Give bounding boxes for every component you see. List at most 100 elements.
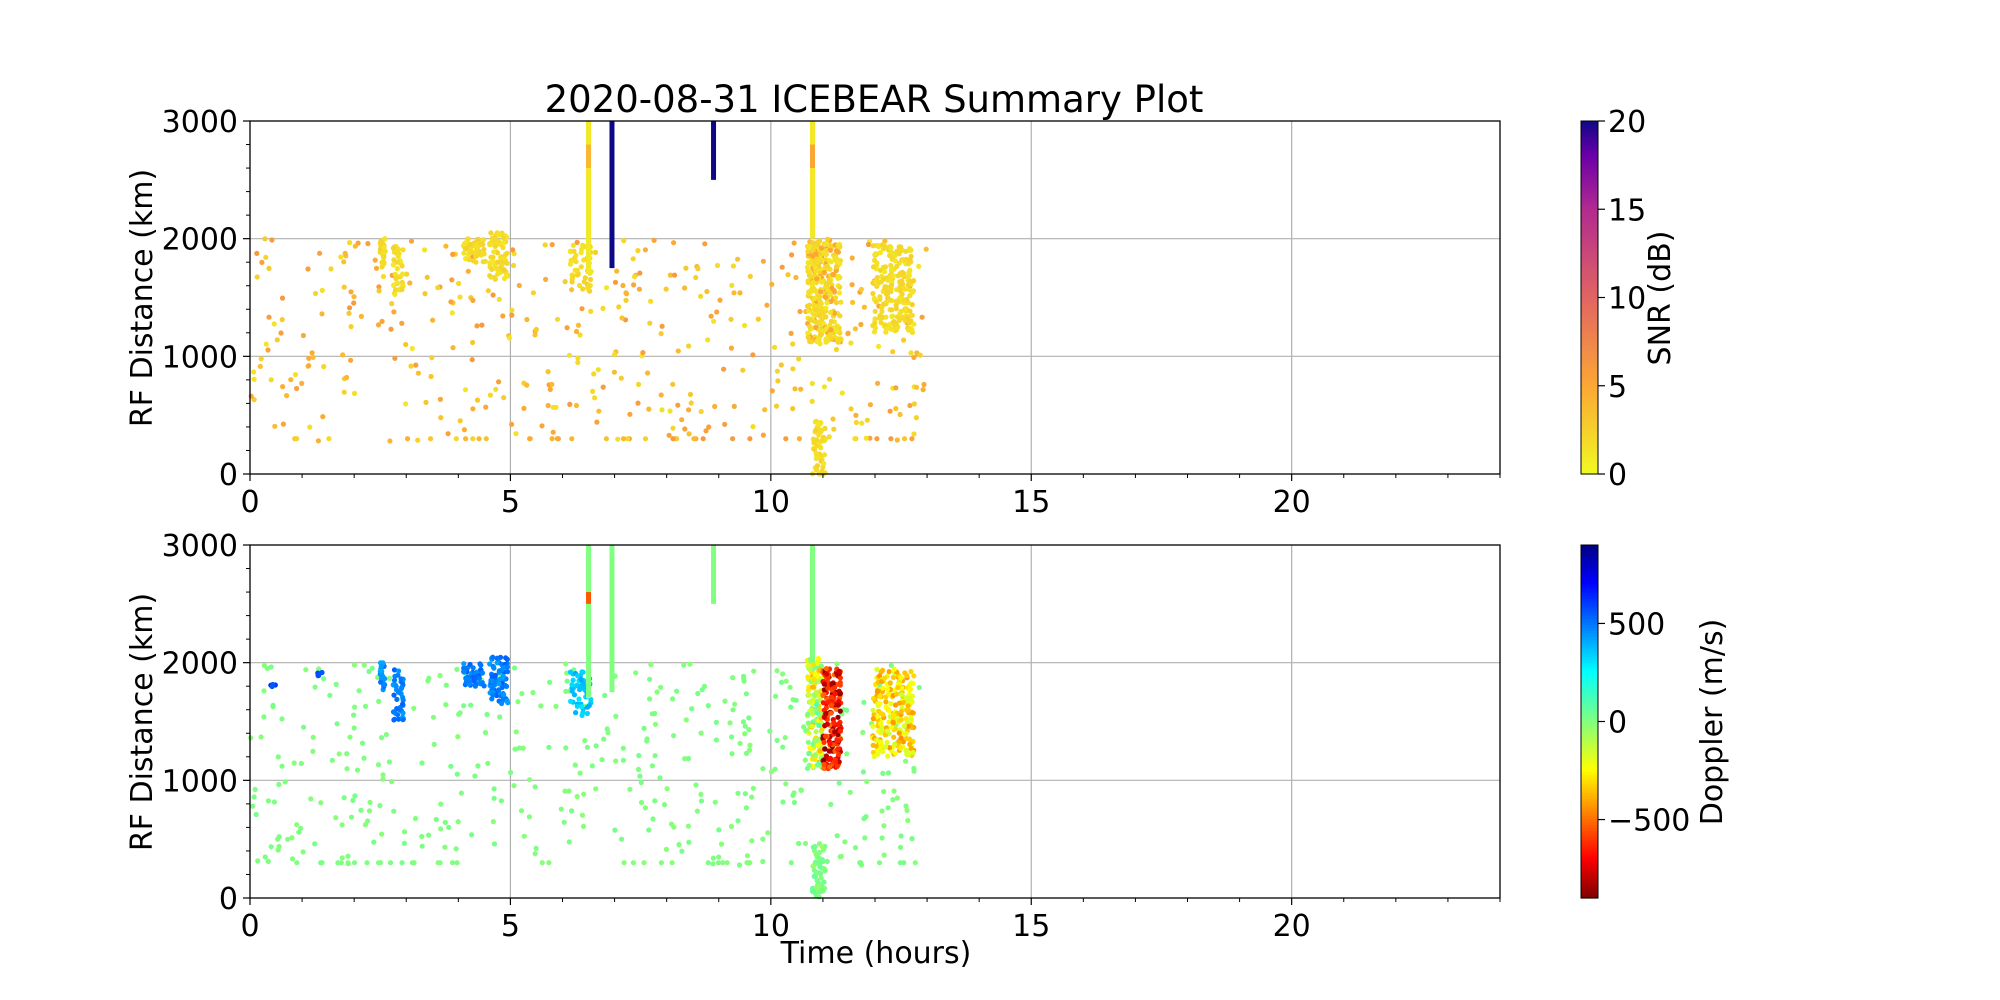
data-point	[908, 318, 914, 324]
data-point	[636, 286, 643, 292]
colorbar-segment	[1581, 371, 1598, 375]
data-point	[907, 402, 913, 409]
data-point	[530, 290, 537, 296]
data-point	[877, 693, 883, 700]
data-point	[510, 262, 517, 269]
data-point	[769, 388, 775, 394]
data-point	[834, 323, 840, 329]
data-point	[481, 246, 487, 252]
data-point	[789, 252, 795, 258]
colorbar-segment	[1581, 762, 1598, 767]
data-point	[772, 766, 778, 772]
data-point	[870, 749, 877, 756]
data-point	[701, 683, 708, 690]
data-point	[884, 326, 890, 332]
colorbar-segment	[1581, 191, 1598, 196]
colorbar-tick-label: 500	[1608, 607, 1665, 642]
data-point	[847, 789, 853, 795]
data-point	[837, 313, 843, 319]
colorbar-segment	[1581, 580, 1598, 584]
colorbar-tick-label: 0	[1608, 706, 1627, 741]
data-point	[433, 816, 439, 823]
data-point	[890, 719, 896, 725]
data-point	[574, 683, 581, 689]
data-point	[813, 428, 819, 434]
data-point	[815, 883, 822, 889]
data-point	[848, 340, 854, 346]
data-point	[827, 755, 834, 762]
data-point	[791, 240, 797, 246]
colorbar-segment	[1581, 318, 1598, 322]
data-point	[251, 369, 257, 375]
colorbar-segment	[1581, 229, 1598, 234]
colorbar-segment	[1581, 429, 1598, 434]
data-point	[320, 414, 326, 420]
data-point	[401, 829, 408, 835]
data-point	[904, 807, 910, 814]
colorbar-segment	[1581, 273, 1598, 278]
data-point	[894, 437, 900, 443]
colorbar-segment	[1581, 421, 1598, 425]
data-point	[300, 332, 306, 339]
data-point	[893, 306, 899, 312]
data-point	[635, 766, 642, 773]
colorbar-segment	[1581, 871, 1598, 876]
data-point	[878, 743, 885, 749]
data-point	[637, 773, 643, 779]
colorbar-segment	[1581, 153, 1598, 157]
colorbar-segment	[1581, 615, 1598, 620]
data-point	[908, 253, 914, 259]
data-point	[888, 662, 894, 669]
data-point	[351, 294, 357, 300]
data-point	[376, 288, 382, 294]
data-point	[816, 432, 822, 438]
data-point	[694, 808, 701, 814]
x-tick-label: 15	[1012, 909, 1050, 944]
data-point	[382, 682, 388, 688]
colorbar-segment	[1581, 636, 1598, 640]
data-point	[627, 411, 633, 417]
colorbar-segment	[1581, 800, 1598, 805]
data-point	[411, 705, 417, 711]
data-point	[728, 345, 735, 351]
data-point	[494, 692, 500, 699]
data-point	[833, 268, 839, 274]
colorbar-segment	[1581, 471, 1598, 475]
data-point	[351, 712, 357, 718]
data-point	[265, 347, 271, 353]
colorbar-segment	[1581, 877, 1598, 881]
data-point	[819, 857, 825, 863]
data-point	[573, 710, 579, 716]
data-point	[901, 860, 907, 866]
data-point	[310, 748, 316, 755]
data-point	[888, 262, 894, 269]
data-point	[501, 692, 507, 698]
data-point	[804, 264, 811, 270]
data-point	[693, 274, 699, 281]
data-point	[911, 354, 917, 360]
data-point	[400, 247, 406, 253]
data-point	[852, 845, 859, 851]
data-point	[576, 696, 582, 702]
data-point	[793, 697, 799, 703]
data-point	[663, 846, 670, 853]
bottom-grid	[250, 545, 1500, 898]
data-point	[443, 243, 449, 249]
data-point	[920, 387, 926, 393]
data-point	[377, 668, 383, 674]
data-point	[571, 248, 577, 254]
doppler-colorbar-label: Doppler (m/s)	[1695, 619, 1730, 826]
data-point	[831, 720, 837, 726]
data-point	[858, 321, 864, 328]
colorbar-segment	[1581, 583, 1598, 587]
data-point	[837, 261, 843, 267]
data-point	[821, 757, 827, 763]
data-point	[827, 247, 834, 253]
data-point	[423, 399, 429, 405]
data-point	[844, 707, 850, 713]
data-point	[481, 251, 487, 257]
data-point	[802, 840, 809, 847]
data-point	[880, 276, 886, 282]
data-point	[894, 248, 900, 254]
data-point	[811, 286, 817, 292]
